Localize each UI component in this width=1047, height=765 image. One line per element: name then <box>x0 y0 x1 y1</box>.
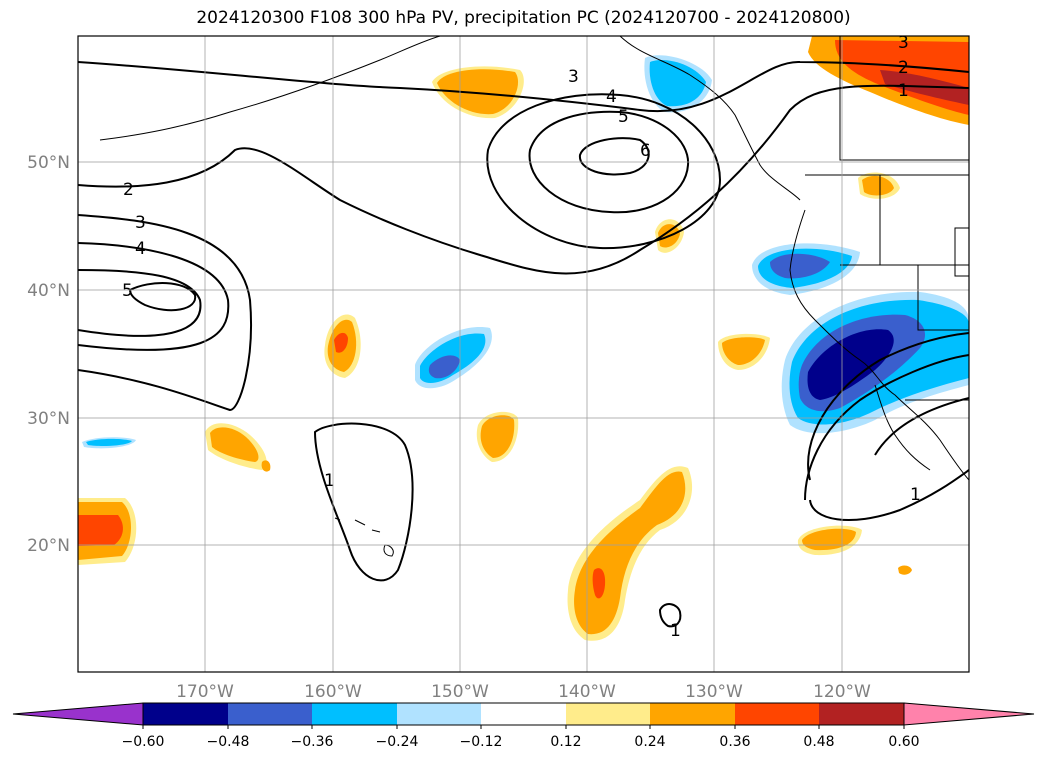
contour-label-1-ne: 1 <box>898 81 909 101</box>
contour-label-4-gulf: 4 <box>606 87 617 107</box>
lat-label-20n: 20°N <box>27 536 70 556</box>
lat-label-50n: 50°N <box>27 153 70 173</box>
contour-label-3-west: 3 <box>135 213 146 233</box>
colorbar-tick: −0.48 <box>207 734 250 750</box>
contour-label-6-gulf: 6 <box>640 141 651 161</box>
colorbar-tick: 0.12 <box>550 734 581 750</box>
lon-labels: 170°W 160°W 150°W 140°W 130°W 120°W <box>176 682 871 702</box>
colorbar-extend-low <box>12 702 144 726</box>
colorbar-bin <box>650 703 735 725</box>
contour-label-3-gulf: 3 <box>568 67 579 87</box>
colorbar-tick: 0.60 <box>888 734 919 750</box>
colorbar-bin <box>481 703 566 725</box>
colorbar-tick: −0.60 <box>122 734 165 750</box>
precip-shading <box>78 36 969 641</box>
lat-label-40n: 40°N <box>27 281 70 301</box>
colorbar-bin <box>397 703 481 725</box>
colorbar-tick: −0.12 <box>460 734 503 750</box>
contour-label-1-south: 1 <box>670 621 681 641</box>
lon-label-130w: 130°W <box>685 682 743 702</box>
colorbar-tick: −0.24 <box>376 734 419 750</box>
lon-label-170w: 170°W <box>176 682 234 702</box>
pv-contour-labels: 2 3 4 5 3 4 5 6 3 2 1 1 1 1 <box>122 33 921 641</box>
contour-label-4-west: 4 <box>135 239 146 259</box>
map-title: 2024120300 F108 300 hPa PV, precipitatio… <box>196 8 851 28</box>
lat-labels: 50°N 40°N 30°N 20°N <box>27 153 70 556</box>
colorbar-bin <box>228 703 312 725</box>
lon-label-150w: 150°W <box>431 682 489 702</box>
colorbar-tick: −0.36 <box>291 734 334 750</box>
gridlines <box>78 36 969 672</box>
colorbar-bin <box>312 703 397 725</box>
map-frame <box>77 35 970 673</box>
colorbar-tick: 0.24 <box>634 734 665 750</box>
colorbar-bin <box>566 703 650 725</box>
lon-label-120w: 120°W <box>813 682 871 702</box>
colorbar-tick: 0.36 <box>719 734 750 750</box>
colorbar: −0.60 −0.48 −0.36 −0.24 −0.12 0.12 0.24 … <box>12 702 1035 750</box>
contour-label-5-west: 5 <box>122 281 133 301</box>
colorbar-extend-high <box>903 702 1035 726</box>
lon-label-140w: 140°W <box>558 682 616 702</box>
contour-label-5-gulf: 5 <box>618 107 629 127</box>
colorbar-tick: 0.48 <box>803 734 834 750</box>
pv-contours <box>78 60 969 628</box>
colorbar-bin <box>819 703 904 725</box>
colorbar-bin <box>735 703 819 725</box>
contour-label-1-baja: 1 <box>910 485 921 505</box>
lon-label-160w: 160°W <box>304 682 362 702</box>
contour-label-3-ne: 3 <box>898 33 909 53</box>
colorbar-bin <box>143 703 228 725</box>
contour-label-1-hawaii: 1 <box>324 471 335 491</box>
lat-label-30n: 30°N <box>27 409 70 429</box>
contour-label-2-ne: 2 <box>898 58 909 78</box>
contour-label-2-west: 2 <box>123 180 134 200</box>
